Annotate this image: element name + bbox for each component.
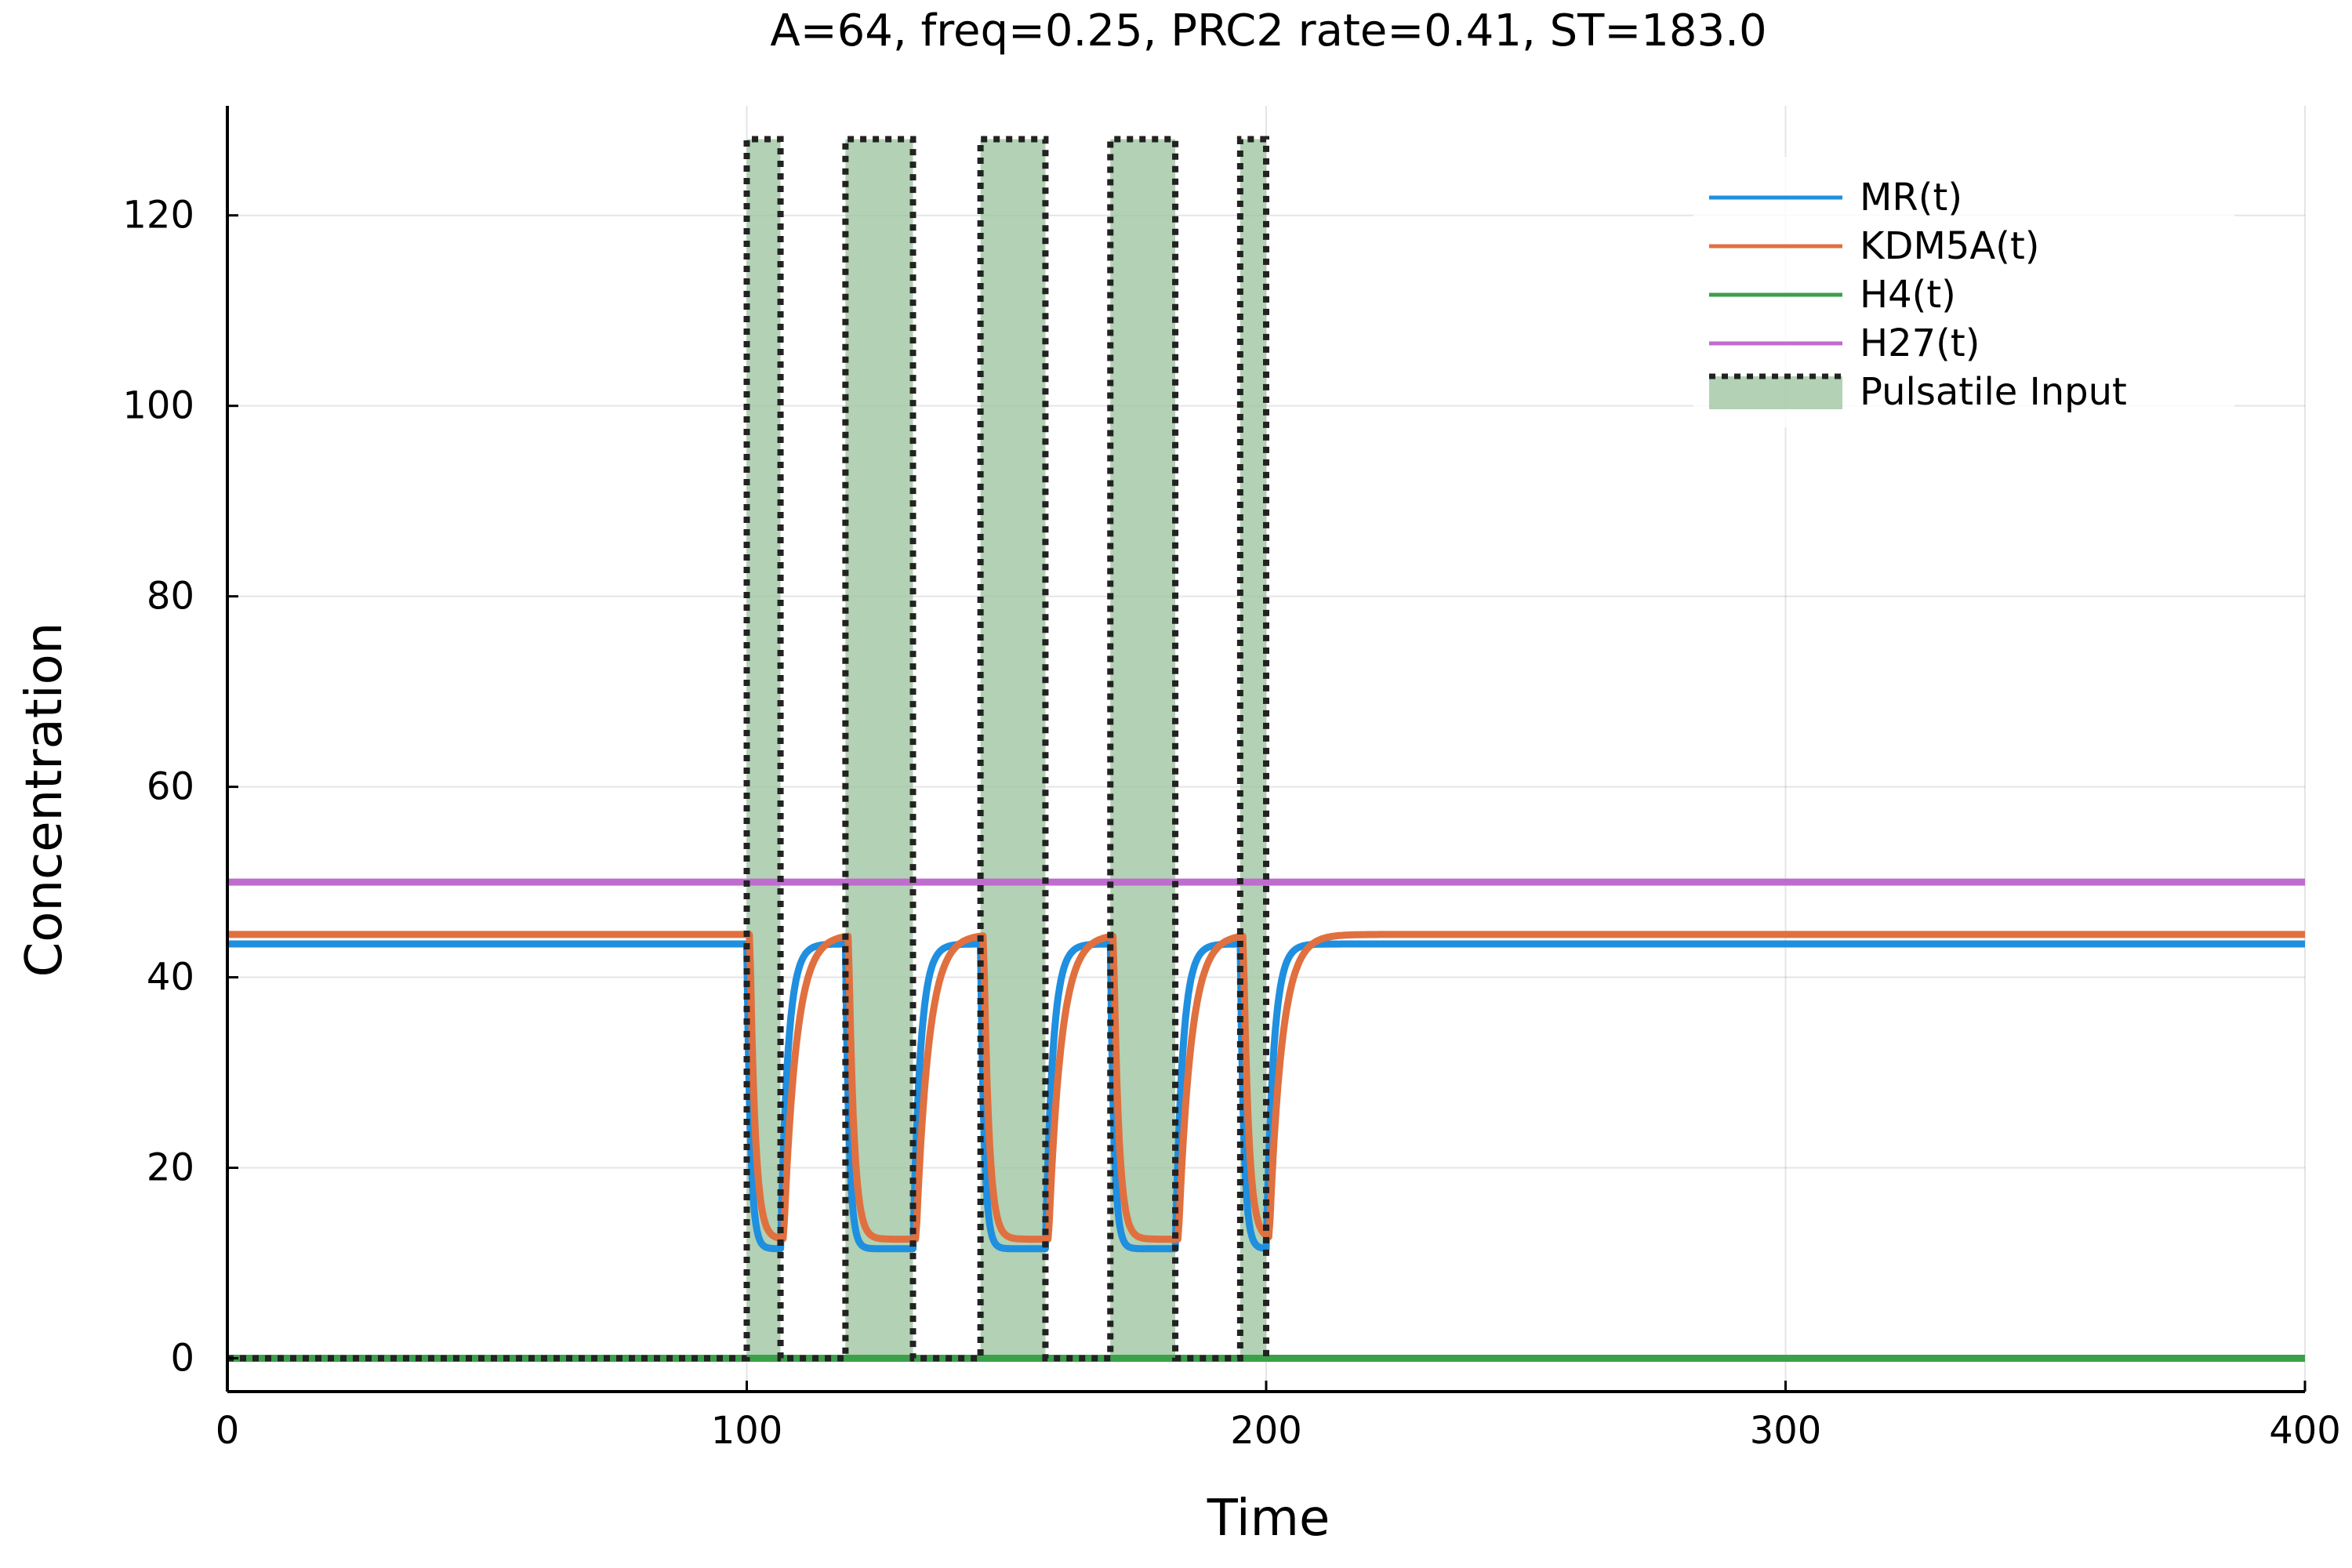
y-tick-label: 60 [147, 765, 194, 809]
series-line [225, 940, 2307, 1253]
legend-label: H4(t) [1860, 273, 1956, 317]
legend-label: H27(t) [1860, 321, 1980, 365]
y-axis-label: Concentration [16, 622, 74, 978]
tick-labels: 0 100 200 300 400 0 20 40 60 80 100 120 [122, 194, 2340, 1453]
legend-label: Pulsatile Input [1860, 370, 2127, 414]
legend-label: KDM5A(t) [1860, 224, 2040, 268]
x-tick-label: 200 [1230, 1409, 1302, 1453]
y-tick-label: 80 [147, 575, 194, 619]
x-tick-label: 400 [2269, 1409, 2341, 1453]
y-tick-label: 0 [170, 1336, 194, 1380]
legend: MR(t)KDM5A(t) H4(t)H27(t) Pulsatile Input [1693, 157, 2234, 427]
y-tick-label: 120 [122, 194, 194, 238]
x-tick-label: 0 [216, 1409, 240, 1453]
y-tick-label: 20 [147, 1146, 194, 1190]
legend-label: MR(t) [1860, 176, 1962, 220]
chart-title: A=64, freq=0.25, PRC2 rate=0.41, ST=183.… [770, 5, 1766, 56]
series-lines [225, 136, 2307, 1362]
y-tick-label: 40 [147, 956, 194, 1000]
y-tick-label: 100 [122, 384, 194, 428]
x-tick-label: 100 [711, 1409, 783, 1453]
pulsatile-input-line [227, 136, 1269, 1362]
series-line [225, 931, 2307, 1243]
x-tick-label: 300 [1750, 1409, 1822, 1453]
axes [226, 106, 2307, 1393]
x-axis-label: Time [1207, 1490, 1330, 1548]
legend-swatch-fill [1709, 376, 1842, 409]
